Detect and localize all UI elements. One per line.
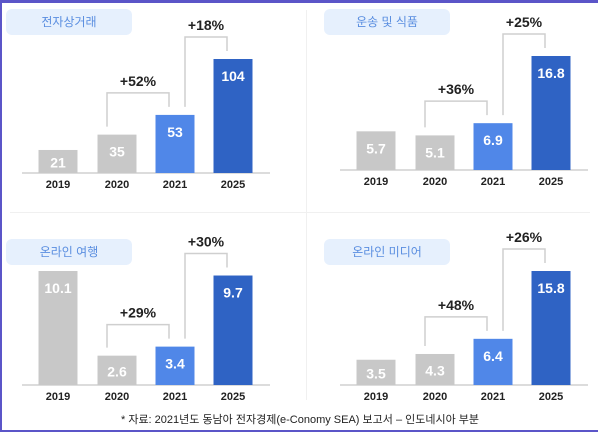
chart-panel: 온라인 미디어 3.5 2019 4.3 2020 6.4 2021 15.8 2025 +48%… xyxy=(318,230,600,442)
data-label: 6.9 xyxy=(483,132,503,148)
growth-bracket xyxy=(106,92,170,127)
growth-label: +25% xyxy=(506,14,543,30)
x-tick-label: 2021 xyxy=(481,391,505,403)
chart-panel: 운송 및 식품 5.7 2019 5.1 2020 6.9 2021 16.8 2025 +36%… xyxy=(318,0,600,212)
divider xyxy=(306,10,307,400)
chart-title: 온라인 미디어 xyxy=(324,239,450,265)
x-tick-label: 2019 xyxy=(46,391,70,403)
growth-bracket xyxy=(502,33,546,116)
source-note: * 자료: 2021년도 동남아 전자경제(e-Conomy SEA) 보고서 … xyxy=(120,414,480,426)
x-tick-label: 2021 xyxy=(481,176,505,188)
bar-chart: 5.7 2019 5.1 2020 6.9 2021 16.8 2025 +36% +25% xyxy=(340,14,588,188)
data-label: 10.1 xyxy=(44,280,71,296)
x-tick-label: 2019 xyxy=(364,391,388,403)
x-tick-label: 2025 xyxy=(539,176,563,188)
x-tick-label: 2020 xyxy=(423,176,447,188)
bar-2021 xyxy=(473,123,513,170)
growth-bracket xyxy=(184,36,228,107)
data-label: 4.3 xyxy=(425,362,445,378)
data-label: 3.5 xyxy=(366,365,386,381)
bar-chart: 21 2019 35 2020 53 2021 104 2025 +52% +18% xyxy=(22,17,270,191)
bar-2025 xyxy=(531,271,571,385)
growth-label: +26% xyxy=(506,230,543,245)
x-tick-label: 2021 xyxy=(163,391,187,403)
chart-title: 전자상거래 xyxy=(6,9,132,35)
bar-2020 xyxy=(415,353,455,385)
x-tick-label: 2025 xyxy=(221,391,245,403)
x-tick-label: 2020 xyxy=(105,391,129,403)
bar-2019 xyxy=(356,359,396,385)
data-label: 16.8 xyxy=(537,65,564,81)
x-tick-label: 2025 xyxy=(221,179,245,191)
growth-label: +48% xyxy=(438,297,475,313)
data-label: 53 xyxy=(167,124,183,140)
chart-panel: 온라인 여행 10.1 2019 2.6 2020 3.4 2021 9.7 2025 +29% +… xyxy=(0,230,298,442)
x-tick-label: 2021 xyxy=(163,179,187,191)
growth-label: +29% xyxy=(120,305,157,321)
x-tick-label: 2019 xyxy=(364,176,388,188)
data-label: 5.1 xyxy=(425,144,445,160)
bar-2020 xyxy=(97,355,137,385)
x-tick-label: 2025 xyxy=(539,391,563,403)
divider xyxy=(10,212,590,213)
chart-title: 온라인 여행 xyxy=(6,239,132,265)
data-label: 104 xyxy=(221,68,245,84)
growth-label: +52% xyxy=(120,73,157,89)
growth-label: +30% xyxy=(188,234,225,250)
growth-bracket xyxy=(502,248,546,331)
data-label: 3.4 xyxy=(165,356,185,372)
data-label: 2.6 xyxy=(107,363,127,379)
growth-bracket xyxy=(424,316,488,346)
chart-title: 운송 및 식품 xyxy=(324,9,450,35)
bar-2025 xyxy=(213,59,253,173)
x-tick-label: 2019 xyxy=(46,179,70,191)
data-label: 6.4 xyxy=(483,348,503,364)
bar-2025 xyxy=(213,275,253,385)
bar-2021 xyxy=(473,338,513,385)
data-label: 21 xyxy=(50,154,66,170)
frame-border xyxy=(0,0,598,432)
bar-2020 xyxy=(97,134,137,173)
x-tick-label: 2020 xyxy=(423,391,447,403)
bar-chart: 10.1 2019 2.6 2020 3.4 2021 9.7 2025 +29% +30% xyxy=(22,234,270,403)
x-tick-label: 2020 xyxy=(105,179,129,191)
growth-bracket xyxy=(106,323,170,348)
growth-bracket xyxy=(424,100,488,128)
growth-label: +18% xyxy=(188,17,225,33)
growth-bracket xyxy=(184,252,228,339)
bar-chart: 3.5 2019 4.3 2020 6.4 2021 15.8 2025 +48% +26% xyxy=(340,230,588,403)
growth-label: +36% xyxy=(438,81,475,97)
bar-2019 xyxy=(38,149,78,173)
data-label: 15.8 xyxy=(537,280,564,296)
data-label: 5.7 xyxy=(366,140,386,156)
data-label: 9.7 xyxy=(223,285,243,301)
bar-2019 xyxy=(38,271,78,385)
chart-panel: 전자상거래 21 2019 35 2020 53 2021 104 2025 +52% +18% xyxy=(0,0,298,212)
data-label: 35 xyxy=(109,144,125,160)
bar-2020 xyxy=(415,135,455,170)
bar-2025 xyxy=(531,56,571,170)
bar-2021 xyxy=(155,346,195,385)
bar-2019 xyxy=(356,131,396,170)
bar-2021 xyxy=(155,114,195,173)
